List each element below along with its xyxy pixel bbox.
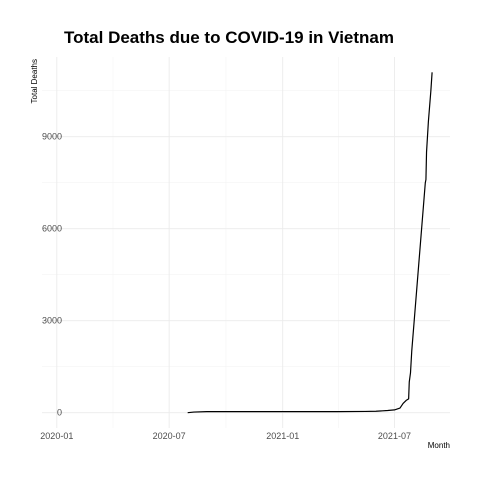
y-axis-title: Total Deaths xyxy=(30,59,39,103)
x-tick-label: 2021-01 xyxy=(266,431,299,441)
chart-title: Total Deaths due to COVID-19 in Vietnam xyxy=(64,28,394,47)
x-tick-label: 2020-01 xyxy=(40,431,73,441)
y-tick-label: 6000 xyxy=(42,224,62,234)
y-tick-label: 9000 xyxy=(42,132,62,142)
major-gridlines xyxy=(42,57,450,428)
x-tick-label: 2020-07 xyxy=(153,431,186,441)
series-line xyxy=(187,72,433,414)
x-axis-ticks: 2020-01 2020-07 2021-01 2021-07 xyxy=(40,431,411,441)
minor-gridlines xyxy=(42,57,450,428)
y-tick-label: 0 xyxy=(57,408,62,418)
x-axis-title: Month xyxy=(428,441,450,450)
series-layer xyxy=(187,72,433,414)
y-axis-ticks: 0 3000 6000 9000 xyxy=(42,132,62,418)
y-tick-label: 3000 xyxy=(42,316,62,326)
x-tick-label: 2021-07 xyxy=(378,431,411,441)
